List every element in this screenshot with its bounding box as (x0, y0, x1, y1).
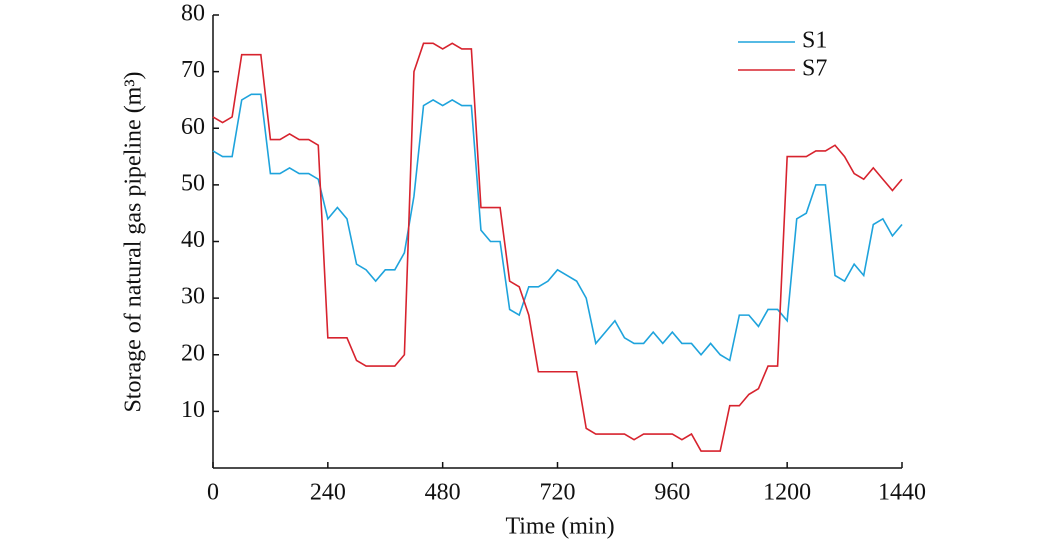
y-tick-label: 80 (181, 1, 205, 27)
x-tick-label: 480 (425, 480, 461, 506)
legend-label: S1 (802, 28, 827, 54)
y-tick-label: 10 (181, 397, 205, 423)
data-line (212, 93, 903, 362)
x-tick-label: 1440 (878, 480, 926, 506)
x-tick-label: 960 (654, 480, 690, 506)
y-axis-label: Storage of natural gas pipeline (m³) (121, 71, 147, 412)
y-tick-label: 40 (181, 227, 205, 253)
data-line (212, 42, 903, 452)
x-axis-label: Time (min) (505, 514, 614, 540)
x-tick-label: 240 (310, 480, 346, 506)
x-tick-label: 1200 (763, 480, 811, 506)
x-tick-label: 720 (540, 480, 576, 506)
y-tick-label: 70 (181, 57, 205, 83)
y-tick-label: 50 (181, 170, 205, 196)
legend-label: S7 (802, 56, 827, 82)
y-tick-label: 30 (181, 284, 205, 310)
x-tick-label: 0 (207, 480, 219, 506)
y-tick-label: 60 (181, 114, 205, 140)
y-tick-label: 20 (181, 340, 205, 366)
